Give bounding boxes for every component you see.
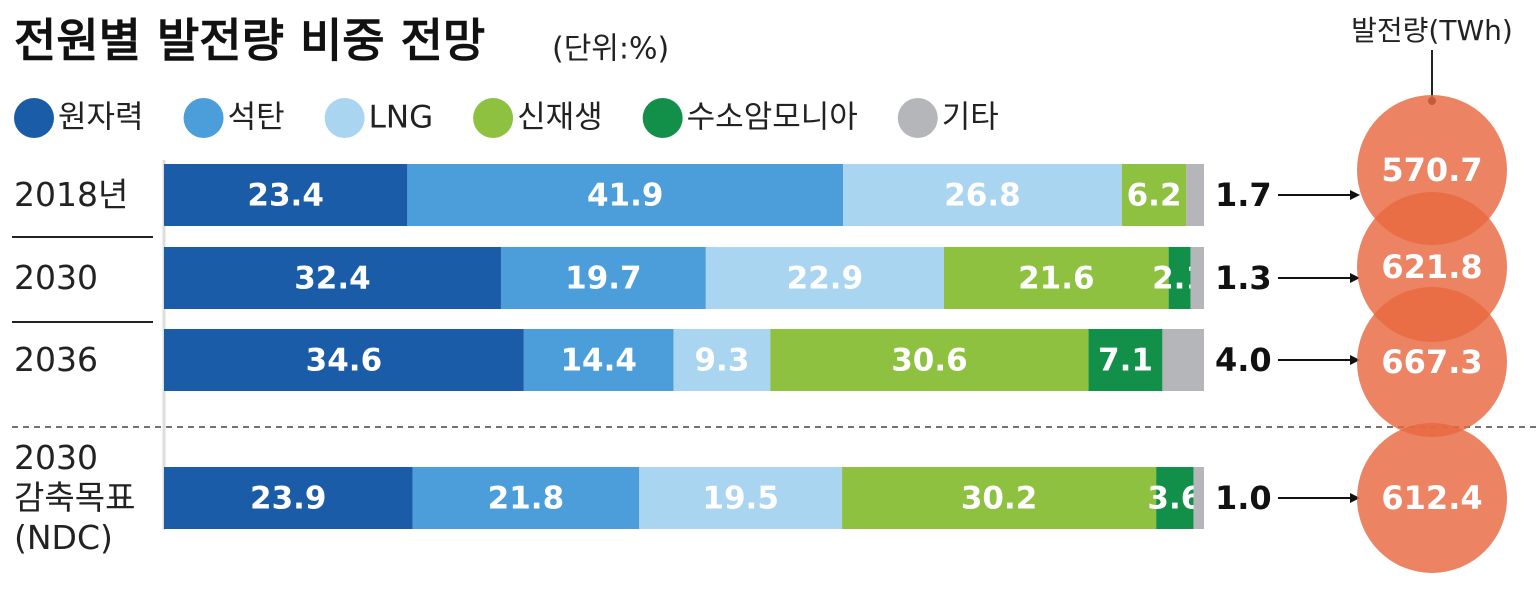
legend-swatch <box>642 98 683 138</box>
arrow-head <box>1350 355 1360 365</box>
bar-segment <box>705 247 944 309</box>
totals-title: 발전량(TWh) <box>1351 14 1513 47</box>
bar-label: 21.8 <box>488 481 565 517</box>
outside-label: 1.7 <box>1215 176 1272 214</box>
bar-label: 19.7 <box>565 261 642 297</box>
bar-segment <box>1168 247 1191 309</box>
total-label: 612.4 <box>1381 479 1482 517</box>
bar-segment <box>407 164 844 226</box>
bar-segment <box>164 247 501 309</box>
total-label: 667.3 <box>1381 343 1482 381</box>
bar-segment <box>639 467 843 529</box>
category-label: 2018년 <box>14 175 129 214</box>
bar-label: 41.9 <box>587 178 664 214</box>
chart-title: 전원별 발전량 비중 전망 <box>14 14 485 68</box>
bar-label: 3.6 <box>1147 481 1202 517</box>
bar-segment <box>1190 247 1204 309</box>
legend-label: LNG <box>369 100 433 136</box>
bar-label: 21.6 <box>1018 261 1095 297</box>
bar-label: 32.4 <box>294 261 371 297</box>
arrow-head <box>1350 493 1360 503</box>
total-label: 621.8 <box>1381 248 1482 286</box>
bar-label: 23.4 <box>247 178 324 214</box>
bar-label: 7.1 <box>1098 343 1153 379</box>
bar-label: 22.9 <box>787 261 864 297</box>
bar-segment <box>1088 329 1163 391</box>
legend-label: 석탄 <box>228 100 285 136</box>
bar-segment <box>164 467 413 529</box>
total-bubble <box>1357 423 1507 573</box>
bar-label: 34.6 <box>306 343 383 379</box>
legend-label: 수소암모니아 <box>687 100 858 136</box>
bar-segment <box>500 247 706 309</box>
legend-swatch <box>897 98 938 138</box>
bar-segment <box>164 164 408 226</box>
outside-label: 1.0 <box>1215 479 1272 517</box>
bar-segment <box>412 467 640 529</box>
bar-segment <box>770 329 1089 391</box>
bar-segment <box>523 329 674 391</box>
legend-swatch <box>183 98 224 138</box>
bar-label: 6.2 <box>1127 178 1182 214</box>
legend-swatch <box>14 98 54 138</box>
legend-swatch <box>324 98 365 138</box>
bar-segment <box>1193 467 1204 529</box>
category-label: 2030 감축목표 (NDC) <box>14 438 136 557</box>
total-bubble <box>1357 287 1507 437</box>
outside-label: 4.0 <box>1215 341 1272 379</box>
legend-label: 신재생 <box>517 100 603 136</box>
bar-segment <box>944 247 1169 309</box>
legend-label: 기타 <box>942 100 999 136</box>
bar-segment <box>673 329 771 391</box>
bar-label: 30.6 <box>891 343 968 379</box>
category-label: 2030 <box>14 258 98 297</box>
bar-segment <box>164 329 524 391</box>
bar-label: 19.5 <box>702 481 779 517</box>
legend-label: 원자력 <box>58 100 144 136</box>
bar-segment <box>1162 329 1204 391</box>
bar-label: 9.3 <box>694 343 749 379</box>
chart-subtitle: (단위:%) <box>552 32 669 67</box>
bar-segment <box>843 164 1122 226</box>
bar-label: 30.2 <box>961 481 1038 517</box>
bar-segment <box>1121 164 1187 226</box>
arrow-head <box>1350 273 1360 283</box>
bar-segment <box>1186 164 1204 226</box>
total-label: 570.7 <box>1381 151 1482 189</box>
category-label: 2036 <box>14 340 98 379</box>
bar-label: 23.9 <box>250 481 327 517</box>
bar-label: 14.4 <box>560 343 637 379</box>
bar-segment <box>842 467 1157 529</box>
legend-swatch <box>473 98 514 138</box>
outside-label: 1.3 <box>1215 259 1272 297</box>
bar-label: 26.8 <box>944 178 1021 214</box>
arrow-head <box>1350 190 1360 200</box>
bar-segment <box>1156 467 1194 529</box>
